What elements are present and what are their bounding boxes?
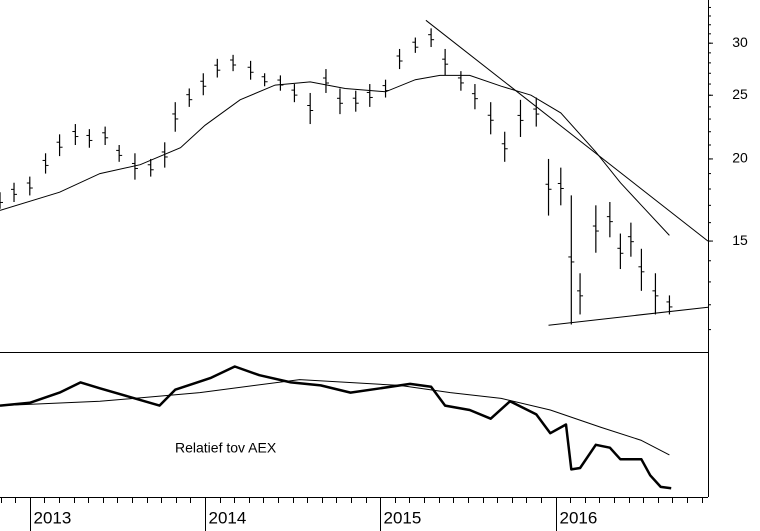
x-tick-label: 2013 <box>34 508 72 527</box>
trend-line <box>548 306 709 326</box>
y-tick-label: 15 <box>732 232 748 248</box>
y-tick-label: 25 <box>732 86 748 102</box>
x-tick-label: 2016 <box>560 508 598 527</box>
y-tick-label: 20 <box>732 150 748 166</box>
x-tick-label: 2014 <box>209 508 247 527</box>
relative-line <box>0 379 670 456</box>
y-tick-label: 30 <box>732 34 748 50</box>
x-tick-label: 2015 <box>384 508 422 527</box>
relative-line <box>0 365 672 490</box>
moving-average <box>0 74 670 236</box>
trend-line <box>425 19 709 242</box>
annotation: Relatief tov AEX <box>175 440 277 456</box>
